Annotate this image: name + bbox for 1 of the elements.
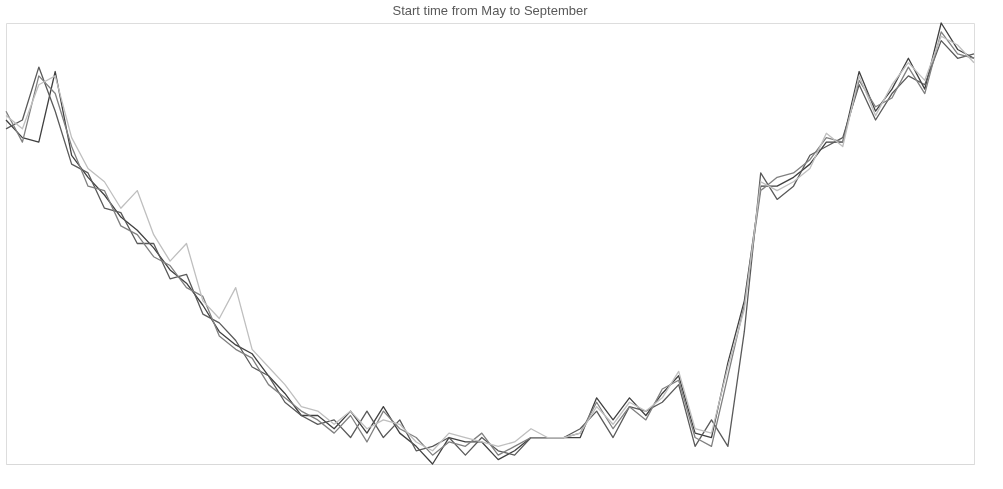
- chart-title: Start time from May to September: [392, 3, 589, 19]
